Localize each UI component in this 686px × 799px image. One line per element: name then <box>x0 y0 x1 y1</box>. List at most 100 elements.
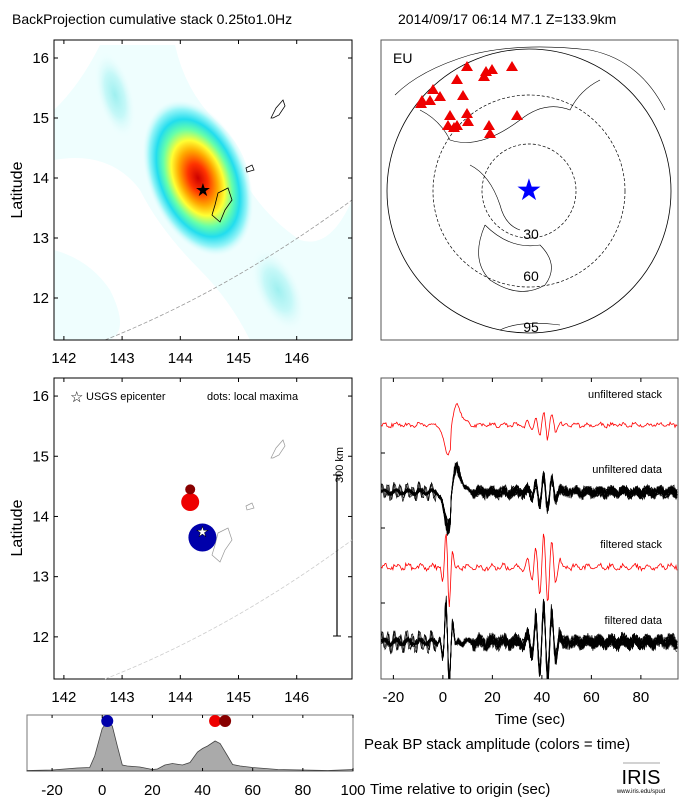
heatmap-peak <box>142 99 254 257</box>
island-rota <box>245 502 255 511</box>
unfiltered-stack-trace <box>381 402 678 456</box>
xtick-label: -20 <box>41 782 63 799</box>
heatmap-panel: ★ 12 13 14 15 16 142 143 144 145 146 Latitude <box>9 39 353 367</box>
region-label: EU <box>393 50 412 66</box>
station-map-panel: ★ EU 30 60 95 <box>380 39 679 341</box>
xtick-label: 20 <box>484 689 501 706</box>
station-triangle <box>451 74 463 84</box>
distance-arc <box>104 199 352 340</box>
heatmap-low-region-2 <box>54 250 120 340</box>
xtick-label: 80 <box>295 782 312 799</box>
amplitude-marker <box>101 715 114 727</box>
island-guam <box>211 187 233 223</box>
amplitude-area <box>26 721 354 772</box>
xtick-label: 144 <box>168 350 193 367</box>
station-triangle <box>511 110 523 120</box>
xtick-label: 80 <box>633 689 650 706</box>
xtick-label: 146 <box>284 689 309 706</box>
ring-60 <box>432 94 626 288</box>
ytick-label: 15 <box>32 110 49 127</box>
ring-label-30: 30 <box>523 226 539 242</box>
ring-label-60: 60 <box>523 268 539 284</box>
filtered-data-trace <box>381 604 678 677</box>
iris-logo: IRIS www.iris.edu/spud <box>616 762 665 795</box>
heatmap-lobe-north <box>94 51 136 139</box>
ytick-label: 14 <box>32 170 49 187</box>
maxima-ylabel: Latitude <box>9 499 26 556</box>
station-triangle <box>484 128 496 138</box>
island-saipan <box>270 439 286 459</box>
island-rota <box>245 164 255 173</box>
xtick-label: -20 <box>383 689 405 706</box>
xtick-label: 60 <box>244 782 261 799</box>
label-filtered-data: filtered data <box>605 615 663 627</box>
epicenter-star-icon: ★ <box>516 174 543 207</box>
amplitude-panel: -20 0 20 40 60 80 100 Peak BP stack amplitude … <box>26 714 630 799</box>
ytick-label: 14 <box>32 508 49 525</box>
waveform-frame <box>380 377 679 680</box>
epicenter-star-icon: ★ <box>196 524 209 540</box>
xtick-label: 145 <box>226 689 251 706</box>
xtick-label: 146 <box>284 350 309 367</box>
amplitude-marker <box>209 715 222 727</box>
xtick-label: 142 <box>51 350 76 367</box>
station-triangle <box>461 108 473 118</box>
waveform-panel: unfiltered stack unfiltered data filtere… <box>380 377 679 728</box>
coastlines <box>394 46 666 331</box>
scale-bar-label: 300 km <box>334 447 346 483</box>
xtick-label: 145 <box>226 350 251 367</box>
ytick-label: 13 <box>32 230 49 247</box>
heatmap-ylabel: Latitude <box>9 161 26 218</box>
station-triangle <box>506 61 518 71</box>
xtick-label: 0 <box>98 782 106 799</box>
station-triangle <box>461 61 473 71</box>
station-triangle <box>483 120 495 130</box>
station-triangle <box>434 91 446 101</box>
epicenter-star-icon: ★ <box>195 180 211 200</box>
filtered-stack-trace <box>381 533 678 608</box>
label-unfiltered-stack: unfiltered stack <box>588 389 662 401</box>
ytick-label: 15 <box>32 448 49 465</box>
station-map-frame <box>380 39 679 341</box>
xtick-label: 144 <box>168 689 193 706</box>
globe-outline <box>386 48 672 334</box>
heatmap-frame <box>53 39 353 341</box>
xtick-label: 100 <box>340 782 365 799</box>
station-triangle <box>462 116 474 126</box>
ring-label-95: 95 <box>523 319 539 335</box>
legend-dots-label: dots: local maxima <box>207 391 299 403</box>
amplitude-xlabel: Time relative to origin (sec) <box>370 781 550 798</box>
station-triangle <box>415 98 427 108</box>
island-guam <box>211 527 233 563</box>
xtick-label: 143 <box>110 689 135 706</box>
heatmap-lobe-south <box>250 248 306 332</box>
left-title: BackProjection cumulative stack 0.25to1.… <box>12 11 293 27</box>
ytick-label: 13 <box>32 569 49 586</box>
label-unfiltered-data: unfiltered data <box>592 464 663 476</box>
station-triangle <box>427 84 439 94</box>
xtick-label: 40 <box>194 782 211 799</box>
island-saipan <box>270 99 286 119</box>
waveform-xlabel: Time (sec) <box>495 711 565 728</box>
amplitude-frame <box>26 714 354 772</box>
station-triangle <box>457 90 469 100</box>
xtick-label: 0 <box>439 689 447 706</box>
logo-text: IRIS <box>622 767 661 789</box>
legend-star-icon: ☆ <box>70 389 83 406</box>
logo-url: www.iris.edu/spud <box>616 789 665 795</box>
ytick-label: 12 <box>32 629 49 646</box>
legend-epicenter-label: USGS epicenter <box>86 391 166 403</box>
xtick-label: 20 <box>144 782 161 799</box>
xtick-label: 60 <box>583 689 600 706</box>
unfiltered-data-trace <box>381 463 678 535</box>
xtick-label: 40 <box>534 689 551 706</box>
right-title: 2014/09/17 06:14 M7.1 Z=133.9km <box>398 11 617 27</box>
station-triangle <box>486 64 498 74</box>
local-maxima-panel: ★ ☆ USGS epicenter dots: local maxima 30… <box>9 377 353 706</box>
local-maximum-dot <box>185 484 196 495</box>
station-triangle <box>424 95 436 105</box>
station-triangle <box>478 71 490 81</box>
ytick-label: 16 <box>32 388 49 405</box>
label-filtered-stack: filtered stack <box>600 539 662 551</box>
